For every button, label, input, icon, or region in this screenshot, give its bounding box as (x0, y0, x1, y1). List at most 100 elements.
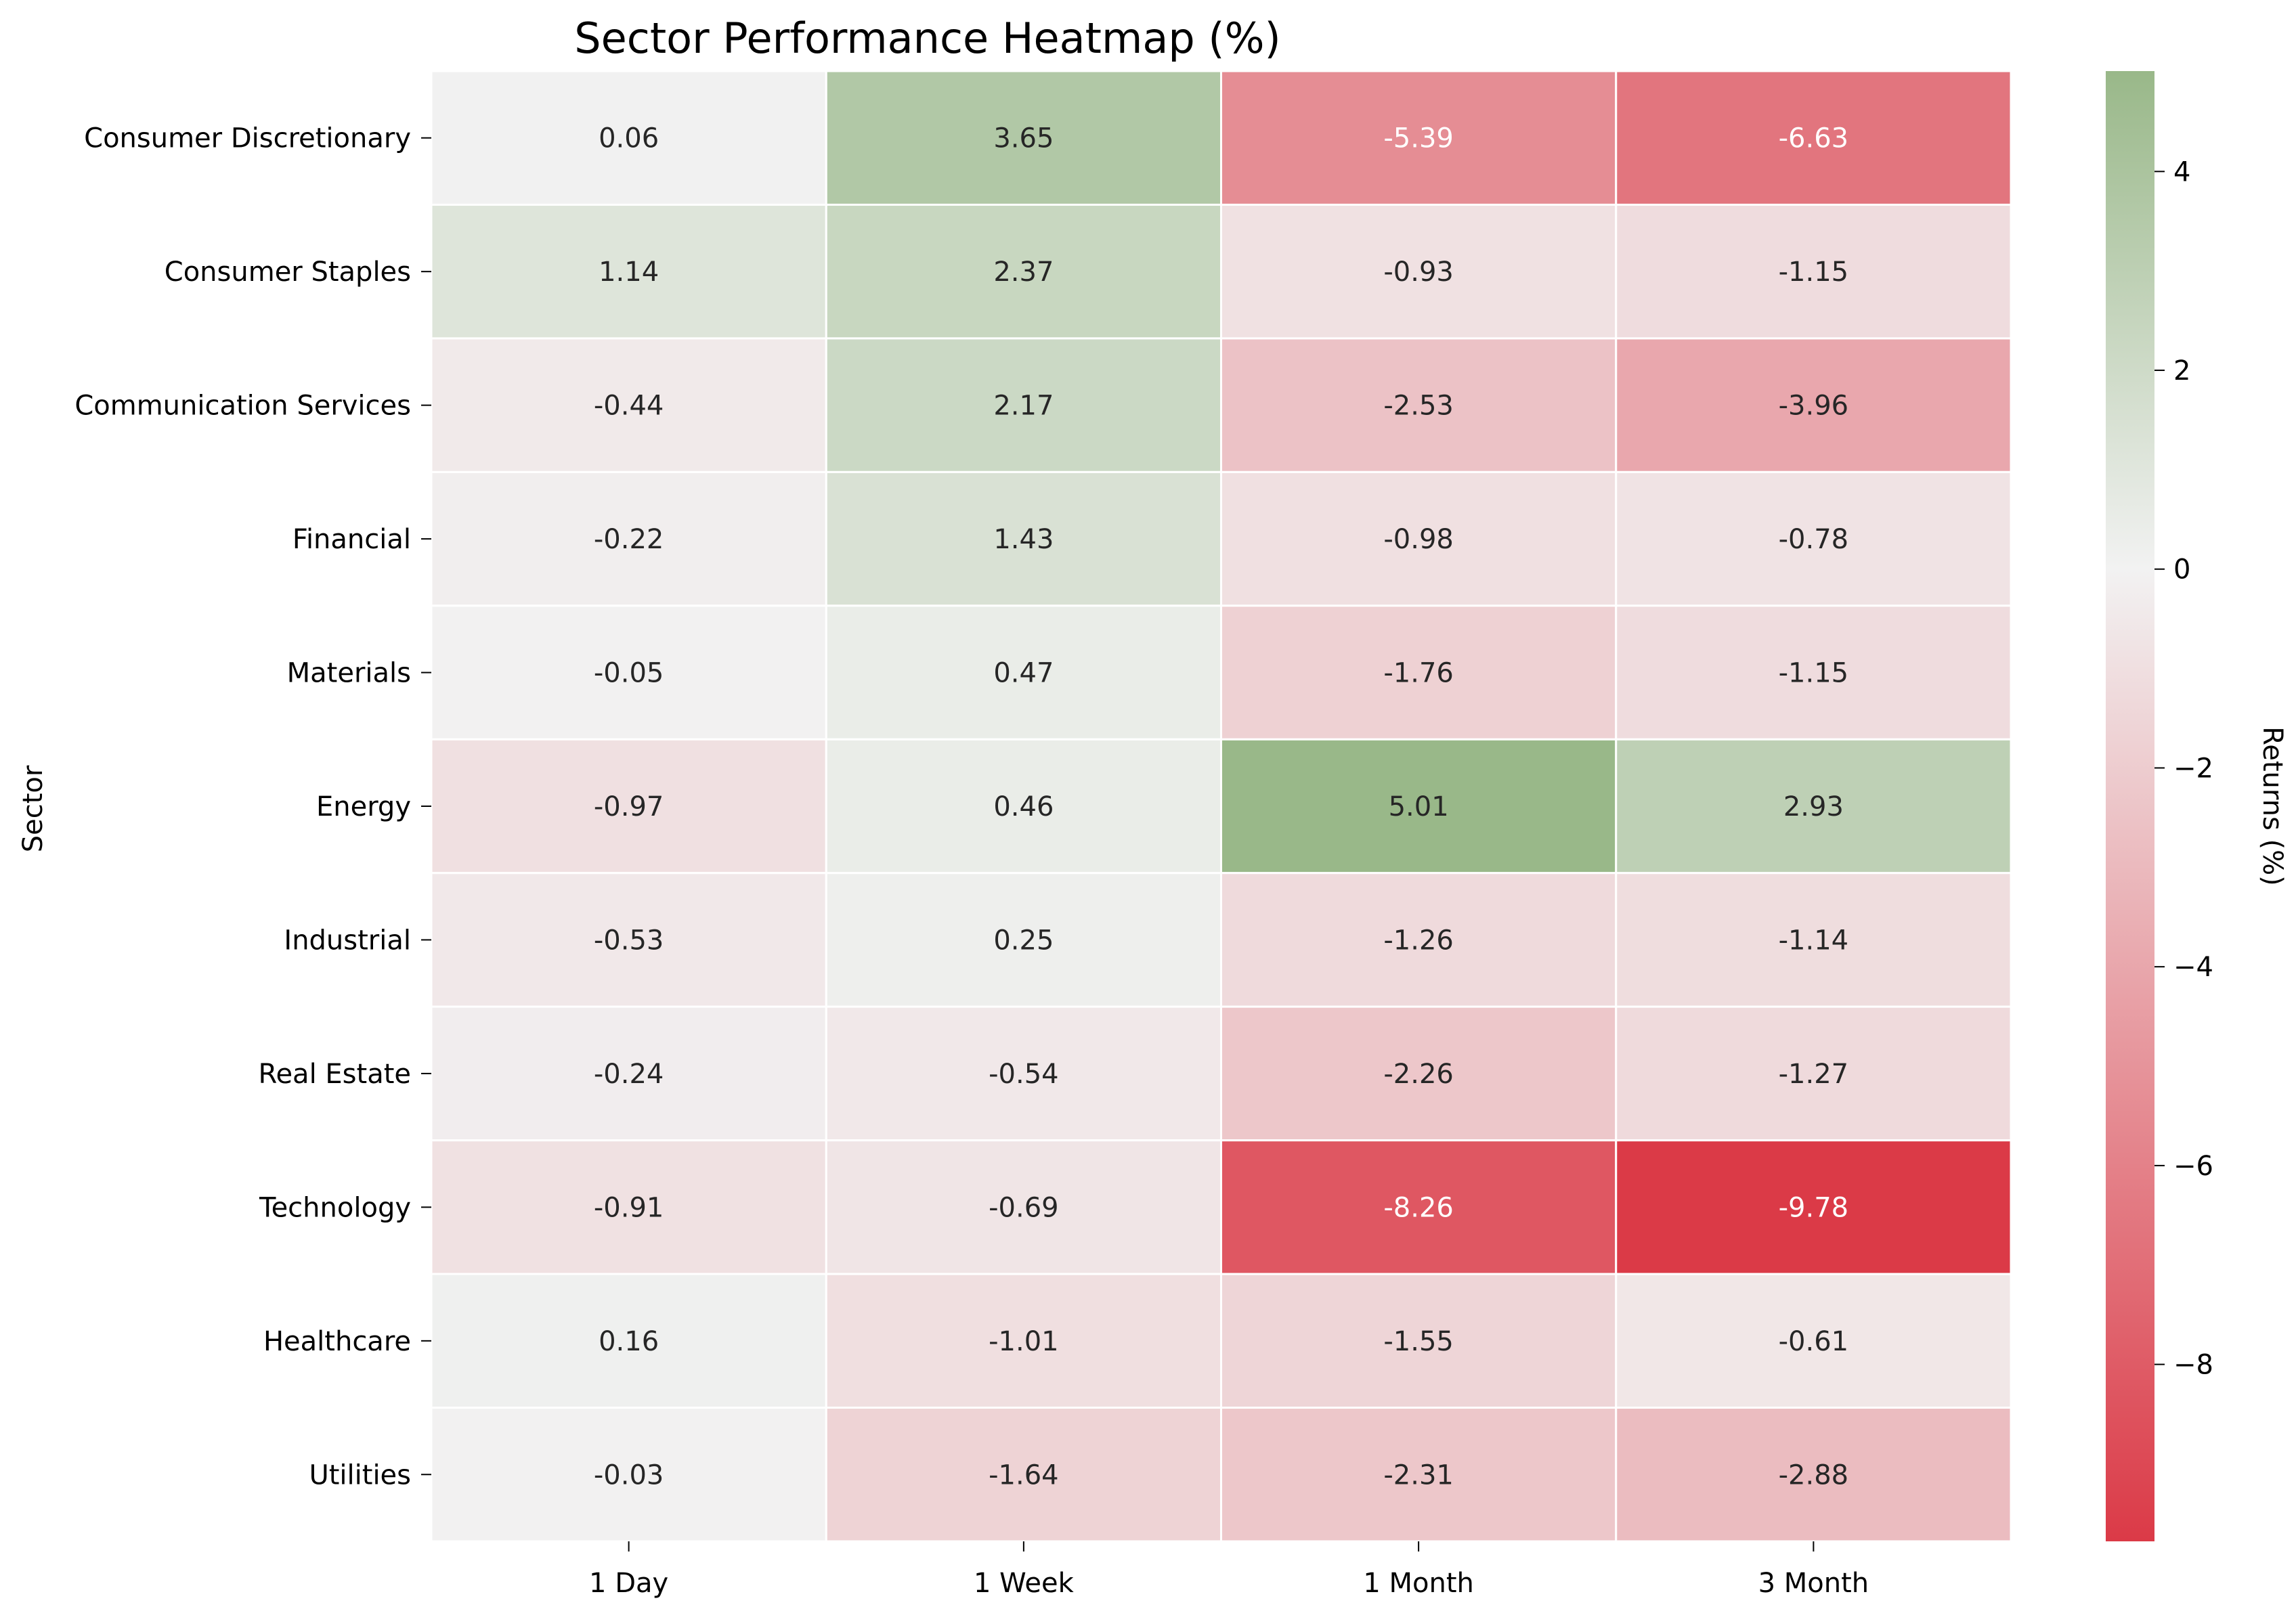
heatmap-cell (825, 1407, 1222, 1543)
cell-value-label: 3.65 (993, 123, 1054, 154)
cell-value-label: 2.17 (993, 391, 1054, 422)
cell-value-label: -0.78 (1779, 524, 1849, 555)
row-label: Energy (316, 791, 411, 822)
heatmap-cell (1615, 1273, 2012, 1409)
heatmap-cell (430, 203, 827, 340)
cell-value-label: -0.91 (594, 1192, 664, 1223)
cell-value-label: -1.64 (989, 1459, 1059, 1491)
heatmap-cell (1220, 604, 1618, 741)
heatmap-cell (1615, 70, 2012, 206)
cell-value-label: 2.93 (1783, 791, 1844, 822)
heatmap-cell (430, 70, 827, 206)
cell-value-label: 0.16 (599, 1326, 659, 1357)
cell-value-label: 0.47 (993, 658, 1054, 689)
cell-value-label: -0.69 (989, 1192, 1059, 1223)
colorbar-tick-label: 0 (2173, 554, 2190, 586)
row-label: Financial (293, 524, 411, 555)
heatmap-cell (1220, 1005, 1618, 1142)
heatmap-cell (1615, 337, 2012, 473)
heatmap-cell (825, 337, 1222, 473)
cell-value-label: -1.27 (1779, 1059, 1849, 1090)
cell-value-label: -6.63 (1779, 123, 1849, 154)
cell-value-label: -1.55 (1383, 1326, 1454, 1357)
heatmap-cell (430, 1005, 827, 1142)
cell-value-label: -1.26 (1383, 925, 1454, 956)
row-label: Consumer Discretionary (84, 123, 411, 154)
cell-value-label: 1.43 (993, 524, 1054, 555)
cell-value-label: 0.06 (599, 123, 659, 154)
column-labels: 1 Day 1 Week 1 Month 3 Month (589, 1541, 1869, 1599)
heatmap-cell (1220, 1273, 1618, 1409)
heatmap-cell (430, 738, 827, 875)
row-label: Consumer Staples (165, 257, 411, 288)
colorbar-tick-label: −6 (2173, 1151, 2213, 1182)
heatmap-cell (1615, 203, 2012, 340)
colorbar-tick-label: −8 (2173, 1350, 2213, 1381)
cell-value-label: 2.37 (993, 257, 1054, 288)
cell-value-label: -0.24 (594, 1059, 664, 1090)
heatmap-cell (1615, 738, 2012, 875)
cell-value-label: 0.25 (993, 925, 1054, 956)
heatmap-cell (825, 203, 1222, 340)
cell-value-label: 1.14 (599, 257, 659, 288)
heatmap-cell (825, 738, 1222, 875)
cell-value-label: -2.26 (1383, 1059, 1454, 1090)
column-label: 1 Month (1363, 1568, 1474, 1599)
heatmap-cell (1220, 872, 1618, 1008)
cell-value-label: -9.78 (1779, 1192, 1849, 1223)
cell-value-label: -1.15 (1779, 257, 1849, 288)
cell-value-label: -0.93 (1383, 257, 1454, 288)
row-label: Industrial (284, 925, 411, 956)
column-label: 1 Week (974, 1568, 1075, 1599)
cell-value-label: -2.53 (1383, 391, 1454, 422)
colorbar-label: Returns (%) (2257, 726, 2288, 886)
cell-value-label: -1.15 (1779, 658, 1849, 689)
cell-value-label: -8.26 (1383, 1192, 1454, 1223)
cell-value-label: -0.53 (594, 925, 664, 956)
heatmap-cell (1615, 1407, 2012, 1543)
cell-value-label: -2.31 (1383, 1459, 1454, 1491)
row-label: Materials (287, 658, 411, 689)
heatmap-cell (430, 470, 827, 607)
row-label: Utilities (309, 1459, 411, 1491)
row-label: Technology (259, 1192, 411, 1223)
cell-value-label: -5.39 (1383, 123, 1454, 154)
heatmap-cell (825, 70, 1222, 206)
cell-value-label: -0.61 (1779, 1326, 1849, 1357)
cell-value-label: -0.54 (989, 1059, 1059, 1090)
heatmap-cell (1615, 872, 2012, 1008)
row-label: Real Estate (258, 1059, 411, 1090)
colorbar-tick-label: 4 (2173, 156, 2190, 188)
cell-value-label: -0.05 (594, 658, 664, 689)
cell-value-label: -2.88 (1779, 1459, 1849, 1491)
heatmap-cell (1220, 470, 1618, 607)
cell-value-label: -3.96 (1779, 391, 1849, 422)
row-labels: Consumer Discretionary Consumer Staples Co… (74, 123, 431, 1491)
y-axis-title: Sector (18, 765, 49, 852)
colorbar-gradient (2106, 71, 2154, 1541)
heatmap-cell (1615, 1139, 2012, 1275)
heatmap-cell (1615, 470, 2012, 607)
colorbar-tick-label: −2 (2173, 753, 2213, 784)
heatmap-cell (1220, 738, 1618, 875)
heatmap-cell (825, 604, 1222, 741)
heatmap-cells: 0.06 3.65 -5.39 -6.63 1.14 2.37 -0.93 -1.15 -0.4… (430, 70, 2012, 1543)
cell-value-label: -0.97 (594, 791, 664, 822)
column-label: 1 Day (589, 1568, 668, 1599)
row-label: Healthcare (263, 1326, 411, 1357)
heatmap-cell (1615, 604, 2012, 741)
heatmap-cell (430, 872, 827, 1008)
heatmap-cell (1220, 1139, 1618, 1275)
heatmap-cell (1220, 1407, 1618, 1543)
cell-value-label: -0.22 (594, 524, 664, 555)
row-label: Communication Services (74, 391, 411, 422)
cell-value-label: -1.14 (1779, 925, 1849, 956)
heatmap-cell (825, 470, 1222, 607)
heatmap-cell (430, 1273, 827, 1409)
colorbar: 4 2 0 −2 −4 −6 −8 Returns (%) (2106, 71, 2288, 1541)
cell-value-label: -0.44 (594, 391, 664, 422)
colorbar-tick-label: −4 (2173, 952, 2213, 983)
chart-title: Sector Performance Heatmap (%) (574, 14, 1280, 63)
colorbar-ticks: 4 2 0 −2 −4 −6 −8 (2154, 156, 2213, 1381)
